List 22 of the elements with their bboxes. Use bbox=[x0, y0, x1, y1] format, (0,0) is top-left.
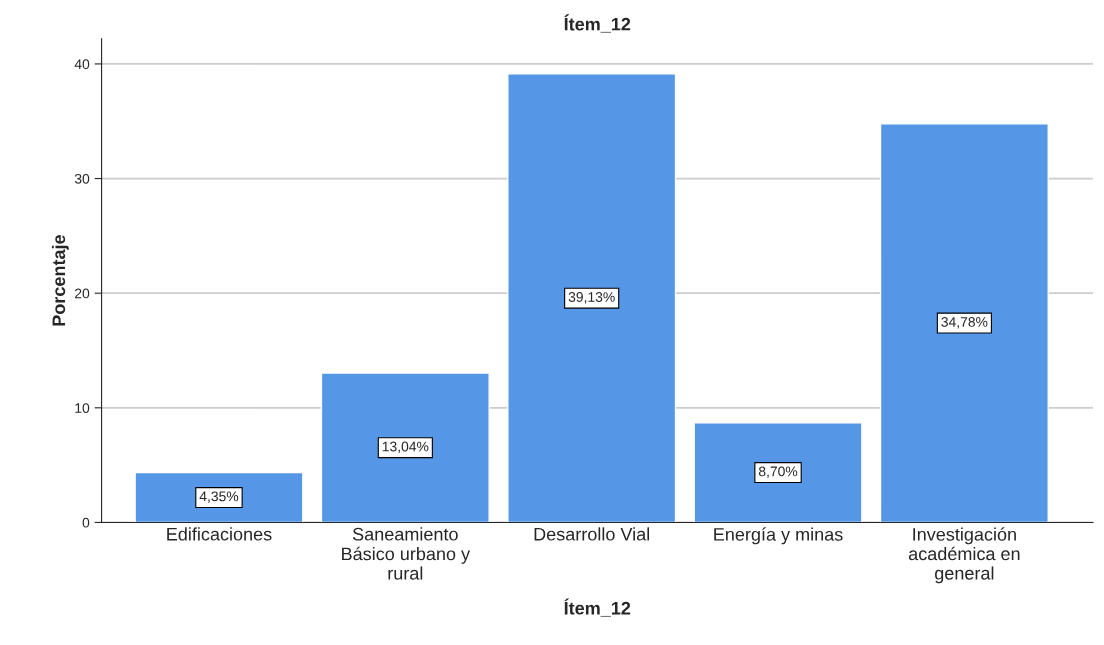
y-tick-label: 30 bbox=[74, 173, 90, 184]
data-label: 34,78% bbox=[941, 317, 988, 329]
y-tick-label: 10 bbox=[75, 403, 90, 413]
data-label: 4,35% bbox=[199, 491, 239, 503]
bar bbox=[507, 73, 677, 523]
y-axis-title: Porcentaje bbox=[51, 235, 69, 326]
data-label: 8,70% bbox=[758, 466, 798, 478]
bar bbox=[320, 372, 490, 523]
data-label: 39,13% bbox=[568, 292, 615, 304]
x-tick-label: Edificaciones bbox=[167, 527, 272, 541]
y-tick-label: 0 bbox=[82, 517, 90, 528]
x-tick-label: Investigación académica en general bbox=[908, 527, 1020, 584]
bar bbox=[693, 422, 863, 523]
y-tick-label: 20 bbox=[75, 288, 90, 299]
x-tick-label: Energía y minas bbox=[714, 527, 843, 545]
data-label: 13,04% bbox=[382, 441, 429, 454]
x-tick-label: Desarrollo Vial bbox=[534, 527, 650, 541]
bar bbox=[879, 123, 1049, 523]
x-tick-label: Saneamiento Básico urbano y rural bbox=[342, 527, 471, 580]
chart-title: Ítem_12 bbox=[564, 14, 631, 33]
x-axis-title: Ítem_12 bbox=[564, 598, 631, 617]
y-tick-label: 40 bbox=[74, 59, 90, 70]
